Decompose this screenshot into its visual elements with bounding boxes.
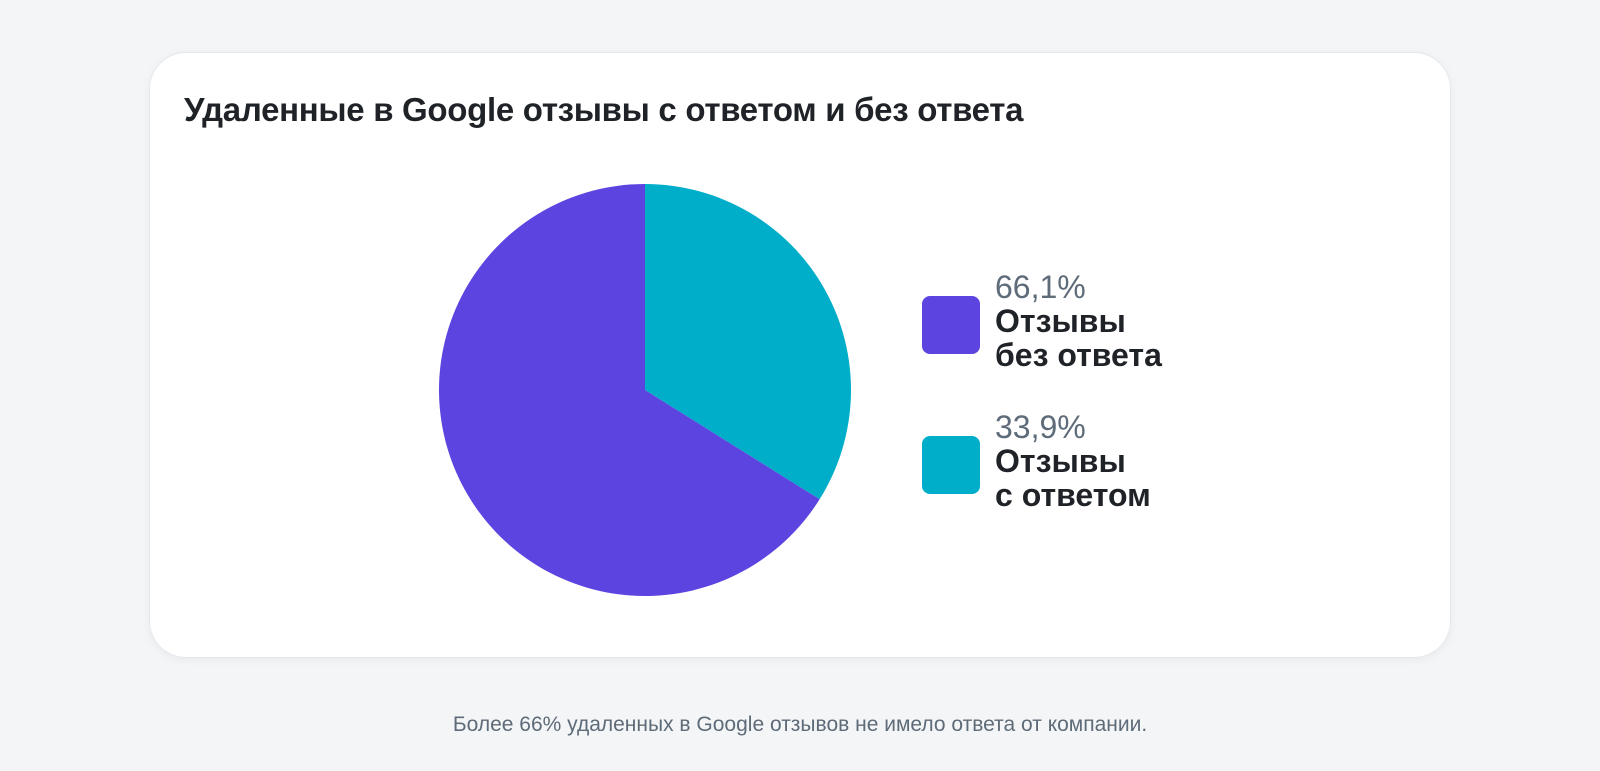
pie-slice-no-reply bbox=[438, 184, 820, 596]
legend-text-no-reply: 66,1% Отзывы без ответа bbox=[995, 270, 1215, 372]
legend-item-with-reply: 33,9% Отзывы с ответом bbox=[922, 410, 1342, 526]
legend-text-with-reply: 33,9% Отзывы с ответом bbox=[995, 410, 1215, 512]
legend-value-with-reply: 33,9% bbox=[995, 409, 1086, 445]
chart-legend: 66,1% Отзывы без ответа 33,9% Отзывы с о… bbox=[922, 270, 1342, 550]
legend-swatch-no-reply bbox=[922, 296, 980, 354]
legend-label-with-reply-line1: Отзывы bbox=[995, 443, 1126, 479]
pie-slice-with-reply bbox=[645, 184, 851, 500]
chart-title: Удаленные в Google отзывы с ответом и бе… bbox=[184, 91, 1024, 128]
legend-value-no-reply: 66,1% bbox=[995, 269, 1086, 305]
legend-item-no-reply: 66,1% Отзывы без ответа bbox=[922, 270, 1342, 386]
legend-label-no-reply-line2: без ответа bbox=[995, 337, 1162, 373]
legend-label-no-reply-line1: Отзывы bbox=[995, 303, 1126, 339]
legend-label-with-reply-line2: с ответом bbox=[995, 477, 1151, 513]
chart-caption: Более 66% удаленных в Google отзывов не … bbox=[452, 713, 1148, 736]
legend-swatch-with-reply bbox=[922, 436, 980, 494]
pie-chart bbox=[438, 184, 851, 596]
